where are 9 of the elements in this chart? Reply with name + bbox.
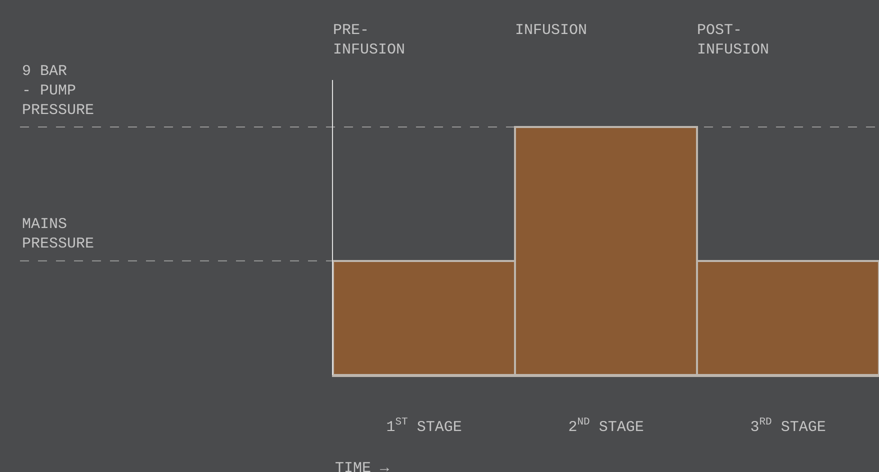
ref-line-label: 9 BAR - PUMP PRESSURE: [22, 63, 94, 119]
x-axis-title: TIME →: [335, 460, 390, 472]
text: INFUSION: [515, 22, 588, 39]
x-tick-label: 2$^{ND}$ STAGE: [568, 416, 644, 436]
text: POST- INFUSION: [697, 22, 770, 58]
ref-line-label: MAINS PRESSURE: [22, 216, 94, 252]
x-tick-label: 1$^{ST}$ STAGE: [386, 416, 462, 436]
x-tick-label: 3$^{RD}$ STAGE: [750, 416, 826, 436]
text: PRE- INFUSION: [333, 22, 406, 58]
